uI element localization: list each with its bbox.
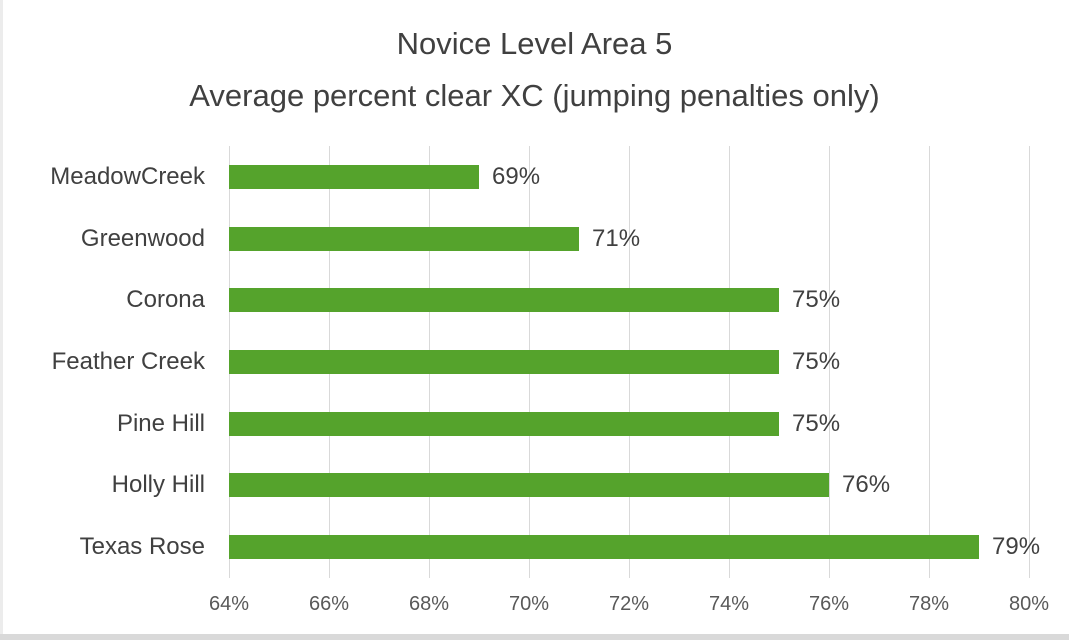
category-label: Corona: [126, 286, 205, 313]
bar-value-label: 69%: [492, 163, 541, 190]
bar-value-label: 75%: [792, 286, 841, 313]
left-edge-border: [0, 0, 3, 640]
chart-title: Novice Level Area 5: [396, 26, 673, 61]
x-tick-label: 66%: [308, 593, 350, 615]
bottom-edge-border: [0, 634, 1069, 640]
gridline: [1029, 146, 1030, 578]
bar-value-label: 76%: [842, 471, 891, 498]
bar-meadowcreek: [229, 165, 479, 189]
x-tick-label: 68%: [408, 593, 450, 615]
bar-pine-hill: [229, 412, 779, 436]
x-tick-label: 80%: [1008, 593, 1050, 615]
x-tick-label: 74%: [708, 593, 750, 615]
category-label: Feather Creek: [51, 348, 205, 375]
bar-value-label: 75%: [792, 348, 841, 375]
x-tick-label: 70%: [508, 593, 550, 615]
bar-value-label: 71%: [592, 225, 641, 252]
category-label: MeadowCreek: [50, 163, 205, 190]
category-axis: MeadowCreek Greenwood Corona Feather Creek P…: [0, 146, 205, 578]
category-label: Holly Hill: [111, 471, 205, 498]
bar-greenwood: [229, 227, 579, 251]
gridline: [929, 146, 930, 578]
bar-corona: [229, 288, 779, 312]
bar-value-label: 75%: [792, 410, 841, 437]
x-tick-label: 78%: [908, 593, 950, 615]
category-label: Greenwood: [80, 225, 205, 252]
x-tick-label: 76%: [808, 593, 850, 615]
bar-value-label: 79%: [992, 533, 1041, 560]
chart-subtitle: Average percent clear XC (jumping penalt…: [189, 78, 880, 113]
category-label: Pine Hill: [116, 410, 205, 437]
value-axis: 64% 66% 68% 70% 72% 74% 76% 78% 80%: [209, 592, 1049, 620]
gridline: [829, 146, 830, 578]
bar-holly-hill: [229, 473, 829, 497]
plot-area: 69% 71% 75% 75% 75% 76% 79%: [229, 146, 1040, 578]
bar-texas-rose: [229, 535, 979, 559]
bar-feather-creek: [229, 350, 779, 374]
category-label: Texas Rose: [79, 533, 205, 560]
x-tick-label: 64%: [208, 593, 250, 615]
chart-title-block: Novice Level Area 5 Average percent clea…: [0, 18, 1069, 122]
x-tick-label: 72%: [608, 593, 650, 615]
